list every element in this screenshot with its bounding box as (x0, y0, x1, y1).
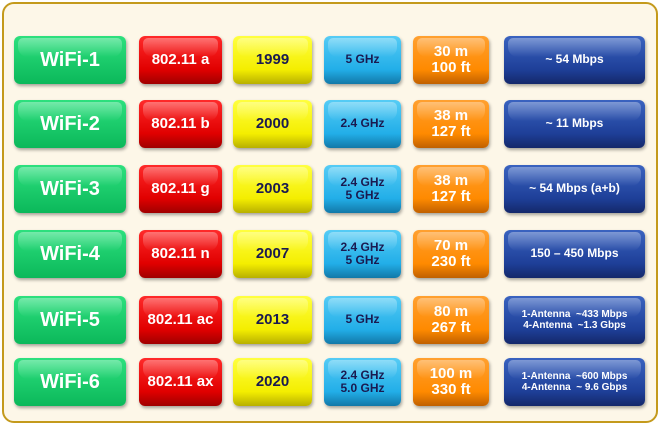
speed-label: 1-Antenna ~433 Mbps 4-Antenna ~1.3 Gbps (504, 296, 645, 344)
year-label: 2003 (233, 165, 312, 213)
range-label: 70 m 230 ft (413, 230, 489, 278)
speed-label: 150 – 450 Mbps (504, 230, 645, 278)
frequency-label: 2.4 GHz 5 GHz (324, 165, 401, 213)
speed-label-text: ~ 54 Mbps (545, 52, 604, 67)
speed-label-text: 1-Antenna ~600 Mbps (521, 371, 628, 382)
range-label: 100 m 330 ft (413, 358, 489, 406)
generation-label-text: WiFi-3 (40, 178, 100, 200)
year-label: 2000 (233, 100, 312, 148)
year-label-text: 2003 (255, 179, 290, 197)
frequency-label-text: 2.4 GHz (340, 174, 385, 189)
speed-label: ~ 54 Mbps (a+b) (504, 165, 645, 213)
speed-label-text: 150 – 450 Mbps (530, 246, 619, 261)
frequency-label-text: 2.4 GHz (340, 239, 385, 254)
wifi-row: WiFi-5 802.11 ac 2013 5 GHz 80 m 267 ft 1-Ante… (0, 296, 660, 344)
standard-label: 802.11 n (139, 230, 222, 278)
frequency-label: 2.4 GHz 5 GHz (324, 230, 401, 278)
range-label: 30 m 100 ft (413, 36, 489, 84)
range-label-text: 70 m (433, 236, 469, 254)
frequency-label-text: 2.4 GHz (340, 116, 385, 131)
generation-label: WiFi-3 (14, 165, 126, 213)
frequency-label-text: 5 GHz (345, 52, 380, 67)
speed-label: 1-Antenna ~600 Mbps 4-Antenna ~ 9.6 Gbps (504, 358, 645, 406)
range-label-text: 30 m (433, 42, 469, 60)
speed-label-text: 4-Antenna ~1.3 Gbps (523, 320, 626, 331)
speed-label-text: 4-Antenna ~ 9.6 Gbps (521, 382, 628, 393)
frequency-label-text: 5.0 GHz (340, 381, 385, 395)
standard-label-text: 802.11 n (151, 244, 210, 262)
wifi-row: WiFi-1 802.11 a 1999 5 GHz 30 m 100 ft ~ 54 Mb… (0, 36, 660, 84)
speed-label: ~ 11 Mbps (504, 100, 645, 148)
wifi-row: WiFi-2 802.11 b 2000 2.4 GHz 38 m 127 ft ~ 11 … (0, 100, 660, 148)
year-label-text: 2007 (255, 244, 290, 262)
standard-label-text: 802.11 a (151, 50, 210, 68)
range-label-text: 38 m (433, 106, 469, 124)
frequency-label: 5 GHz (324, 36, 401, 84)
range-label-text: 38 m (433, 171, 469, 189)
generation-label-text: WiFi-5 (40, 309, 100, 331)
frequency-label-text: 5 GHz (345, 253, 380, 267)
frequency-label-text: 5 GHz (345, 312, 380, 327)
speed-label-text: ~ 11 Mbps (545, 116, 604, 131)
generation-label-text: WiFi-1 (40, 49, 100, 71)
year-label: 2020 (233, 358, 312, 406)
range-label-text: 127 ft (431, 123, 471, 140)
range-label: 38 m 127 ft (413, 100, 489, 148)
standard-label-text: 802.11 b (151, 114, 210, 132)
year-label-text: 2000 (255, 114, 290, 132)
frequency-label: 5 GHz (324, 296, 401, 344)
standard-label: 802.11 b (139, 100, 222, 148)
frequency-label: 2.4 GHz 5.0 GHz (324, 358, 401, 406)
speed-label-text: ~ 54 Mbps (a+b) (529, 181, 620, 196)
standard-label-text: 802.11 ax (147, 372, 214, 390)
range-label-text: 80 m (433, 302, 469, 320)
standard-label-text: 802.11 g (151, 179, 210, 197)
wifi-row: WiFi-4 802.11 n 2007 2.4 GHz 5 GHz 70 m 230 ft… (0, 230, 660, 278)
frequency-label: 2.4 GHz (324, 100, 401, 148)
standard-label: 802.11 ac (139, 296, 222, 344)
generation-label: WiFi-6 (14, 358, 126, 406)
year-label: 2007 (233, 230, 312, 278)
year-label-text: 2013 (255, 310, 290, 328)
wifi-row: WiFi-6 802.11 ax 2020 2.4 GHz 5.0 GHz 100 m 33… (0, 358, 660, 406)
range-label-text: 100 m (429, 364, 473, 382)
generation-label: WiFi-5 (14, 296, 126, 344)
speed-label: ~ 54 Mbps (504, 36, 645, 84)
range-label-text: 230 ft (431, 253, 471, 270)
generation-label-text: WiFi-6 (40, 371, 100, 393)
year-label: 2013 (233, 296, 312, 344)
range-label: 80 m 267 ft (413, 296, 489, 344)
standard-label: 802.11 a (139, 36, 222, 84)
speed-label-text: 1-Antenna ~433 Mbps (521, 309, 628, 320)
generation-label: WiFi-1 (14, 36, 126, 84)
generation-label: WiFi-4 (14, 230, 126, 278)
frequency-label-text: 2.4 GHz (340, 367, 385, 382)
standard-label-text: 802.11 ac (147, 310, 214, 328)
frequency-label-text: 5 GHz (345, 188, 380, 202)
year-label-text: 2020 (255, 372, 290, 390)
year-label-text: 1999 (255, 50, 290, 68)
year-label: 1999 (233, 36, 312, 84)
standard-label: 802.11 g (139, 165, 222, 213)
generation-label-text: WiFi-4 (40, 243, 100, 265)
range-label: 38 m 127 ft (413, 165, 489, 213)
range-label-text: 100 ft (431, 59, 471, 76)
range-label-text: 267 ft (431, 319, 471, 336)
range-label-text: 330 ft (431, 381, 471, 398)
generation-label: WiFi-2 (14, 100, 126, 148)
range-label-text: 127 ft (431, 188, 471, 205)
standard-label: 802.11 ax (139, 358, 222, 406)
generation-label-text: WiFi-2 (40, 113, 100, 135)
wifi-row: WiFi-3 802.11 g 2003 2.4 GHz 5 GHz 38 m 127 ft… (0, 165, 660, 213)
